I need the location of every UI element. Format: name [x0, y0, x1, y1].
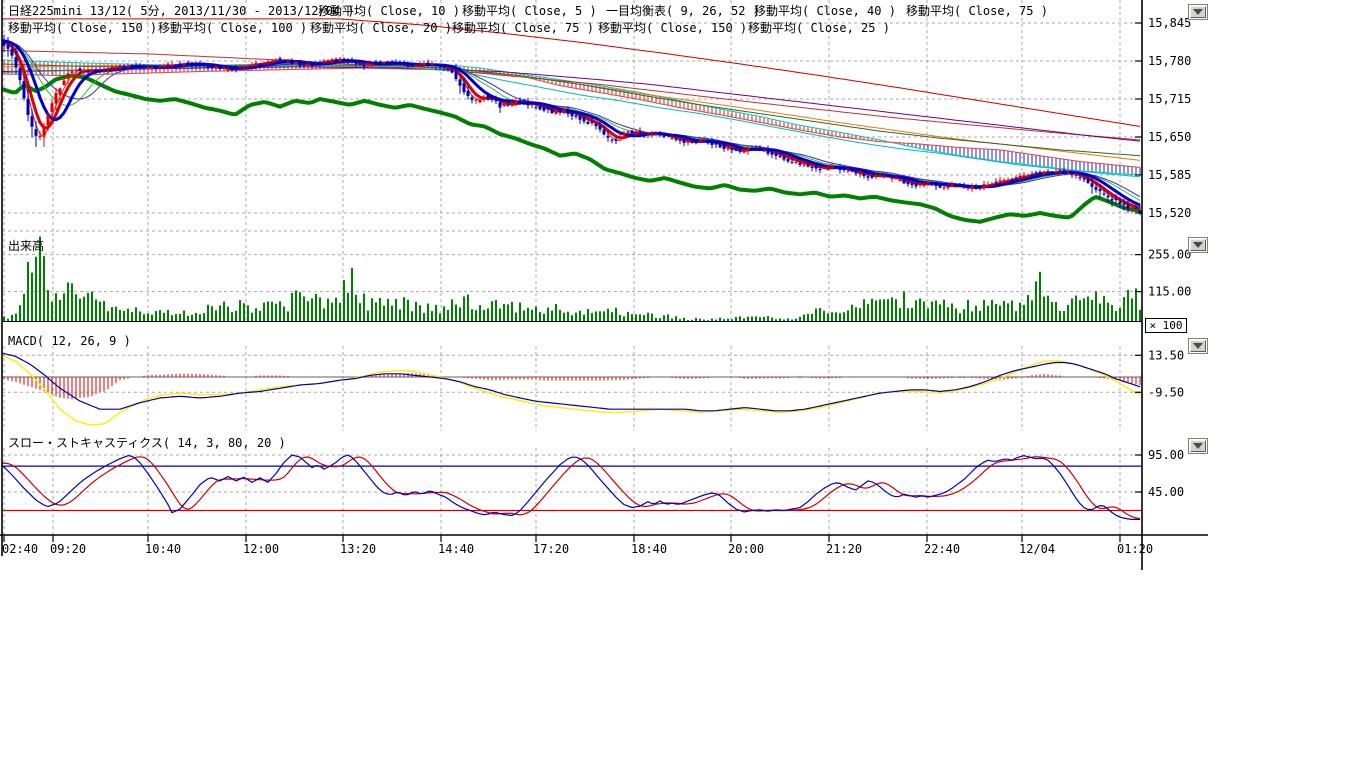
axes: 15,845 15,780 15,715 15,650 15,585 15,520 255.…	[0, 0, 1208, 570]
volume-panel-label: 出来高	[8, 239, 45, 253]
axis-tick-label: 21:20	[826, 542, 862, 556]
indicator-legend-label: 移動平均( Close, 25 )	[748, 21, 890, 35]
axis-tick-label: 17:20	[533, 542, 569, 556]
indicator-legend-label: 移動平均( Close, 100 )	[158, 21, 308, 35]
axis-tick-label: 12/04	[1019, 542, 1055, 556]
axis-tick-label: 14:40	[438, 542, 474, 556]
dropdown-button-face	[1190, 239, 1206, 251]
chart-canvas: 15,845 15,780 15,715 15,650 15,585 15,520 255.…	[0, 0, 1208, 570]
axis-tick-label: 15,845	[1148, 16, 1191, 30]
indicator-legend-label: 移動平均( Close, 75 )	[906, 4, 1048, 18]
axis-tick-label: 20:00	[728, 542, 764, 556]
chevron-down-icon	[1193, 443, 1203, 449]
candlesticks	[2, 34, 1142, 216]
dropdown-button-face	[1190, 440, 1206, 452]
price-panel-dropdown-button[interactable]	[1188, 4, 1208, 20]
macd-panel-dropdown-button[interactable]	[1188, 338, 1208, 354]
axis-tick-label: 45.00	[1148, 485, 1184, 499]
axis-tick-label: 115.00	[1148, 285, 1191, 299]
axis-tick-label: 02:40	[2, 542, 38, 556]
axis-tick-label: 13:20	[340, 542, 376, 556]
indicator-legend-label: 移動平均( Close, 40 )	[754, 4, 896, 18]
volume-panel-dropdown-button[interactable]	[1188, 237, 1208, 253]
stochastics-panel-dropdown-button[interactable]	[1188, 438, 1208, 454]
axis-tick-label: 12:00	[243, 542, 279, 556]
axis-tick-label: 09:20	[50, 542, 86, 556]
axis-tick-label: 15,585	[1148, 168, 1191, 182]
price-panel	[2, 18, 1141, 224]
indicator-legend-label: 移動平均( Close, 150 )	[8, 21, 158, 35]
axis-tick-label: -9.50	[1148, 385, 1184, 399]
chevron-down-icon	[1193, 242, 1203, 248]
dropdown-button-face	[1190, 340, 1206, 352]
indicator-legend-label: 移動平均( Close, 75 )	[452, 21, 594, 35]
macd-panel-label: MACD( 12, 26, 9 )	[8, 334, 131, 348]
axis-tick-label: 95.00	[1148, 448, 1184, 462]
indicator-legend-label: 移動平均( Close, 10 )	[318, 4, 460, 18]
axis-tick-label: 22:40	[924, 542, 960, 556]
indicator-legend-label: 移動平均( Close, 5 )	[462, 4, 597, 18]
volume-bars	[3, 236, 1141, 322]
volume-multiplier-badge: × 100	[1145, 318, 1187, 333]
axis-tick-label: 18:40	[631, 542, 667, 556]
axis-tick-label: 13.50	[1148, 348, 1184, 362]
indicator-legend-label: 日経225mini 13/12( 5分, 2013/11/30 - 2013/1…	[8, 4, 355, 18]
macd-panel	[2, 352, 1141, 426]
stochastics-panel-label: スロー・ストキャスティクス( 14, 3, 80, 20 )	[8, 436, 286, 450]
axis-tick-label: 15,715	[1148, 92, 1191, 106]
indicator-legend-label: 移動平均( Close, 20 )	[310, 21, 452, 35]
axis-tick-label: 10:40	[145, 542, 181, 556]
axis-tick-label: 15,520	[1148, 206, 1191, 220]
axis-tick-label: 15,650	[1148, 130, 1191, 144]
axis-tick-label: 15,780	[1148, 54, 1191, 68]
chevron-down-icon	[1193, 9, 1203, 15]
axis-tick-label: 01:20	[1117, 542, 1153, 556]
indicator-legend-label: 移動平均( Close, 150 )	[598, 21, 748, 35]
indicator-legend-label: 一目均衡表( 9, 26, 52 )	[606, 4, 760, 18]
dropdown-button-face	[1190, 6, 1206, 18]
stochastics-panel	[2, 454, 1141, 520]
axis-tick-label: 255.00	[1148, 248, 1191, 262]
gridlines	[2, 0, 1142, 535]
chevron-down-icon	[1193, 343, 1203, 349]
